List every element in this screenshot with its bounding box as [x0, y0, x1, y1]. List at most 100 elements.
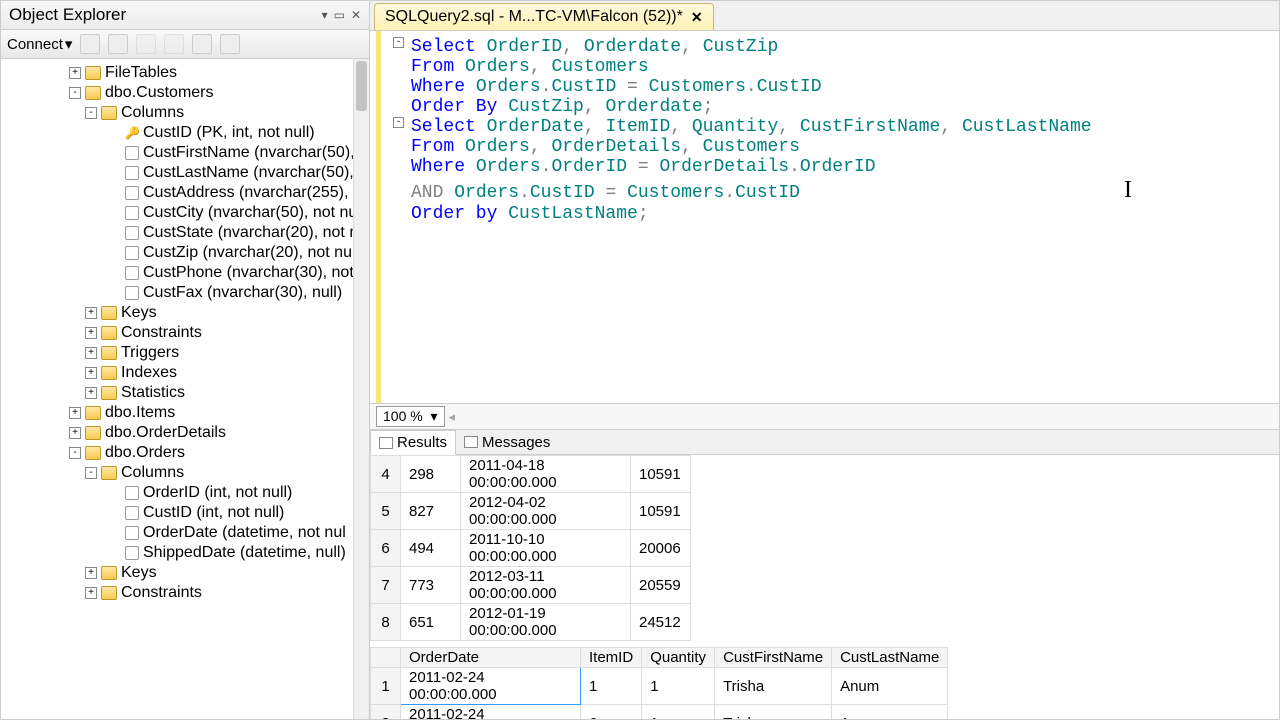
- column-header[interactable]: [371, 648, 401, 668]
- tree-node[interactable]: CustID (int, not null): [1, 503, 369, 523]
- cell[interactable]: 773: [401, 567, 461, 604]
- tree-node[interactable]: +Constraints: [1, 323, 369, 343]
- table-row[interactable]: 12011-02-24 00:00:00.00011TrishaAnum: [371, 668, 948, 705]
- tree-node[interactable]: ShippedDate (datetime, null): [1, 543, 369, 563]
- toolbar-icon-1[interactable]: [80, 34, 100, 54]
- tree-scrollbar[interactable]: [353, 59, 369, 719]
- cell[interactable]: 24512: [631, 604, 691, 641]
- cell[interactable]: 6: [581, 705, 642, 720]
- dropdown-icon[interactable]: ▾: [322, 8, 328, 22]
- tree-node[interactable]: CustPhone (nvarchar(30), not: [1, 263, 369, 283]
- cell[interactable]: Anum: [832, 668, 948, 705]
- cell[interactable]: 1: [371, 668, 401, 705]
- cell[interactable]: 2012-03-11 00:00:00.000: [461, 567, 631, 604]
- cell[interactable]: 2011-02-24 00:00:00.000: [401, 705, 581, 720]
- cell[interactable]: 2011-04-18 00:00:00.000: [461, 456, 631, 493]
- tree-node[interactable]: +Indexes: [1, 363, 369, 383]
- cell[interactable]: Trisha: [715, 668, 832, 705]
- cell[interactable]: 10591: [631, 493, 691, 530]
- cell[interactable]: 20559: [631, 567, 691, 604]
- tree-node[interactable]: -Columns: [1, 463, 369, 483]
- cell[interactable]: 298: [401, 456, 461, 493]
- tree-node[interactable]: +Keys: [1, 563, 369, 583]
- code-collapse-icon[interactable]: -: [393, 37, 404, 48]
- cell[interactable]: 1: [581, 668, 642, 705]
- cell[interactable]: 1: [642, 705, 715, 720]
- cell[interactable]: 494: [401, 530, 461, 567]
- tree-node[interactable]: -dbo.Customers: [1, 83, 369, 103]
- cell[interactable]: 2011-10-10 00:00:00.000: [461, 530, 631, 567]
- table-row[interactable]: 22011-02-24 00:00:00.00061TrishaAnum: [371, 705, 948, 720]
- cell[interactable]: 2011-02-24 00:00:00.000: [401, 668, 581, 705]
- connect-button[interactable]: Connect ▾: [7, 35, 72, 53]
- tree-node[interactable]: 🔑CustID (PK, int, not null): [1, 123, 369, 143]
- results-tab[interactable]: Results: [370, 430, 456, 455]
- toolbar-icon-2[interactable]: [108, 34, 128, 54]
- table-row[interactable]: 58272012-04-02 00:00:00.00010591: [371, 493, 691, 530]
- table-row[interactable]: 42982011-04-18 00:00:00.00010591: [371, 456, 691, 493]
- expand-collapse-icon[interactable]: -: [69, 447, 81, 459]
- cell[interactable]: 5: [371, 493, 401, 530]
- pin-icon[interactable]: ▭: [334, 8, 345, 22]
- results-grid-2[interactable]: OrderDateItemIDQuantityCustFirstNameCust…: [370, 647, 948, 719]
- toolbar-icon-4[interactable]: [164, 34, 184, 54]
- tree-node[interactable]: +Triggers: [1, 343, 369, 363]
- cell[interactable]: 8: [371, 604, 401, 641]
- cell[interactable]: 7: [371, 567, 401, 604]
- tree-node[interactable]: CustAddress (nvarchar(255), n: [1, 183, 369, 203]
- tree-node[interactable]: CustZip (nvarchar(20), not nu: [1, 243, 369, 263]
- cell[interactable]: 2012-01-19 00:00:00.000: [461, 604, 631, 641]
- tree-node[interactable]: CustFax (nvarchar(30), null): [1, 283, 369, 303]
- toolbar-icon-5[interactable]: [192, 34, 212, 54]
- tree-node[interactable]: +Statistics: [1, 383, 369, 403]
- expand-collapse-icon[interactable]: -: [69, 87, 81, 99]
- cell[interactable]: 20006: [631, 530, 691, 567]
- zoom-left-icon[interactable]: ◂: [449, 409, 456, 425]
- expand-collapse-icon[interactable]: +: [69, 67, 81, 79]
- expand-collapse-icon[interactable]: +: [85, 567, 97, 579]
- cell[interactable]: Trisha: [715, 705, 832, 720]
- cell[interactable]: Anum: [832, 705, 948, 720]
- tree-node[interactable]: +dbo.OrderDetails: [1, 423, 369, 443]
- cell[interactable]: 1: [642, 668, 715, 705]
- cell[interactable]: 4: [371, 456, 401, 493]
- close-tab-icon[interactable]: ✕: [691, 9, 703, 26]
- tree-node[interactable]: +Constraints: [1, 583, 369, 603]
- expand-collapse-icon[interactable]: +: [69, 407, 81, 419]
- tree-node[interactable]: +Keys: [1, 303, 369, 323]
- expand-collapse-icon[interactable]: +: [85, 367, 97, 379]
- column-header[interactable]: Quantity: [642, 648, 715, 668]
- table-row[interactable]: 86512012-01-19 00:00:00.00024512: [371, 604, 691, 641]
- results-grid-1[interactable]: 42982011-04-18 00:00:00.0001059158272012…: [370, 455, 691, 641]
- tree-node[interactable]: -dbo.Orders: [1, 443, 369, 463]
- expand-collapse-icon[interactable]: +: [69, 427, 81, 439]
- cell[interactable]: 6: [371, 530, 401, 567]
- expand-collapse-icon[interactable]: +: [85, 387, 97, 399]
- sql-editor[interactable]: -Select OrderID, Orderdate, CustZipFrom …: [376, 31, 1279, 403]
- tree-node[interactable]: CustCity (nvarchar(50), not nu: [1, 203, 369, 223]
- cell[interactable]: 2012-04-02 00:00:00.000: [461, 493, 631, 530]
- cell[interactable]: 10591: [631, 456, 691, 493]
- zoom-select[interactable]: 100 % ▾: [376, 406, 445, 427]
- code-collapse-icon[interactable]: -: [393, 117, 404, 128]
- tree-node[interactable]: -Columns: [1, 103, 369, 123]
- expand-collapse-icon[interactable]: +: [85, 327, 97, 339]
- tree-node[interactable]: CustLastName (nvarchar(50),: [1, 163, 369, 183]
- column-header[interactable]: OrderDate: [401, 648, 581, 668]
- cell[interactable]: 651: [401, 604, 461, 641]
- expand-collapse-icon[interactable]: -: [85, 467, 97, 479]
- expand-collapse-icon[interactable]: +: [85, 587, 97, 599]
- tree-node[interactable]: OrderID (int, not null): [1, 483, 369, 503]
- expand-collapse-icon[interactable]: +: [85, 307, 97, 319]
- close-panel-icon[interactable]: ✕: [351, 8, 361, 22]
- table-row[interactable]: 64942011-10-10 00:00:00.00020006: [371, 530, 691, 567]
- column-header[interactable]: ItemID: [581, 648, 642, 668]
- sql-document-tab[interactable]: SQLQuery2.sql - M...TC-VM\Falcon (52))* …: [374, 3, 714, 30]
- toolbar-icon-3[interactable]: [136, 34, 156, 54]
- toolbar-icon-6[interactable]: [220, 34, 240, 54]
- tree-node[interactable]: OrderDate (datetime, not nul: [1, 523, 369, 543]
- tree-node[interactable]: CustState (nvarchar(20), not n: [1, 223, 369, 243]
- tree-node[interactable]: CustFirstName (nvarchar(50),: [1, 143, 369, 163]
- table-row[interactable]: 77732012-03-11 00:00:00.00020559: [371, 567, 691, 604]
- column-header[interactable]: CustFirstName: [715, 648, 832, 668]
